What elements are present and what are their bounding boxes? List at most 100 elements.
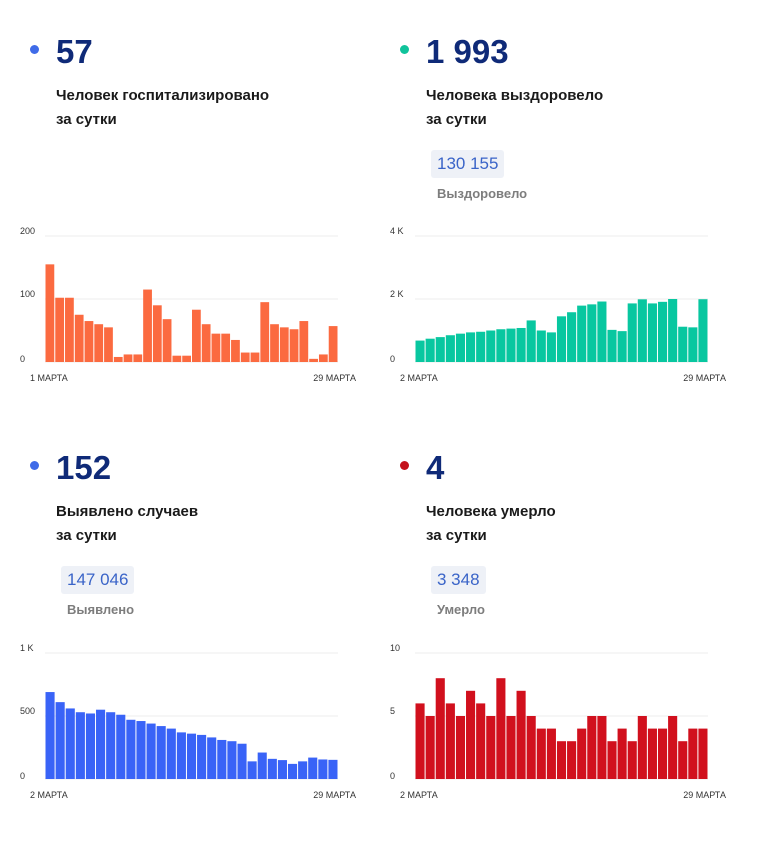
bar — [627, 303, 637, 362]
bar — [415, 703, 425, 779]
bar — [75, 712, 85, 779]
bar — [455, 716, 466, 779]
bar — [106, 712, 116, 779]
bar — [318, 354, 328, 362]
chart-svg: 0 5 10 2 МАРТА 29 МАРТА — [390, 643, 726, 800]
bar — [250, 352, 260, 362]
bar — [126, 719, 136, 779]
bar — [617, 331, 627, 362]
bar — [647, 728, 657, 779]
panel-hospitalized: 57 Человек госпитализировано за сутки — [30, 34, 390, 434]
bar — [65, 708, 75, 779]
bar — [678, 741, 688, 779]
bar — [247, 761, 257, 779]
bar — [455, 333, 466, 362]
y-tick-label: 0 — [390, 354, 395, 364]
deaths-total: 3 348 — [431, 566, 486, 594]
y-tick-label: 2 K — [390, 289, 404, 299]
bar — [597, 301, 607, 362]
bar — [476, 703, 486, 779]
x-start-label: 2 МАРТА — [30, 790, 68, 800]
bar — [85, 713, 96, 779]
bar — [94, 324, 104, 362]
cases-label: Выявлено случаев за сутки — [56, 503, 199, 544]
bar — [476, 331, 486, 362]
cases-count: 152 — [56, 449, 112, 486]
panel-recovered: 1 993 Человека выздоровело за сутки 130 … — [400, 34, 757, 434]
bar — [221, 333, 231, 362]
bar — [104, 327, 113, 362]
x-end-label: 29 МАРТА — [313, 790, 356, 800]
bar — [240, 352, 250, 362]
recovered-count: 1 993 — [426, 33, 509, 70]
bar — [678, 326, 688, 362]
bar — [55, 702, 65, 779]
bar — [546, 332, 556, 362]
bar — [516, 327, 526, 362]
bar — [270, 324, 279, 362]
hospitalized-label: Человек госпитализировано за сутки — [56, 87, 270, 128]
bar — [536, 330, 546, 362]
bar — [146, 723, 156, 779]
bar — [267, 758, 277, 779]
bar — [156, 726, 166, 779]
bar — [425, 716, 435, 779]
recovered-label: Человека выздоровело за сутки — [426, 87, 604, 128]
cases-total: 147 046 — [61, 566, 135, 594]
bar — [176, 732, 186, 779]
bar — [45, 692, 55, 779]
bar — [84, 321, 94, 362]
recovered-total-label: Выздоровело — [437, 186, 528, 201]
bar — [123, 354, 133, 362]
bar — [287, 763, 298, 779]
bar — [96, 709, 106, 779]
chart-svg: 0 2 K 4 K 2 МАРТА 29 МАРТА — [390, 226, 726, 383]
bar — [526, 320, 536, 362]
chart-svg: 0 500 1 K 2 МАРТА 29 МАРТА — [20, 643, 356, 800]
bar — [166, 728, 176, 779]
bar — [308, 757, 318, 779]
y-tick-label: 0 — [20, 771, 25, 781]
bar — [657, 301, 668, 362]
bar — [526, 716, 536, 779]
y-tick-label: 5 — [390, 706, 395, 716]
bar — [567, 741, 577, 779]
bar — [279, 327, 289, 362]
hospitalized-dot-icon — [30, 45, 39, 54]
bar — [231, 339, 240, 362]
bar — [556, 316, 567, 362]
bar — [486, 330, 496, 362]
bar — [65, 297, 74, 362]
bar — [277, 760, 287, 779]
cases-dot-icon — [30, 461, 39, 470]
bar — [113, 356, 123, 362]
x-start-label: 2 МАРТА — [400, 373, 438, 383]
bar — [637, 299, 647, 362]
bar — [445, 335, 455, 362]
bar — [152, 305, 162, 362]
bar — [637, 716, 647, 779]
bar — [698, 728, 708, 779]
bar — [587, 304, 597, 362]
bar — [587, 716, 597, 779]
bar — [116, 714, 126, 779]
bar — [435, 337, 445, 362]
bar — [162, 319, 172, 362]
deaths-label: Человека умерло за сутки — [426, 503, 556, 544]
y-tick-label: 200 — [20, 226, 35, 236]
bar — [607, 329, 617, 362]
y-tick-label: 1 K — [20, 643, 34, 653]
bar — [211, 333, 221, 362]
bar — [318, 759, 328, 779]
bar — [486, 716, 496, 779]
deaths-total-label: Умерло — [437, 602, 485, 617]
y-tick-label: 10 — [390, 643, 400, 653]
x-end-label: 29 МАРТА — [313, 373, 356, 383]
bar — [186, 733, 197, 779]
bar — [698, 299, 708, 362]
bar — [425, 338, 435, 362]
bar — [506, 328, 516, 362]
bar — [299, 321, 309, 362]
x-start-label: 1 МАРТА — [30, 373, 68, 383]
bar — [257, 752, 267, 779]
